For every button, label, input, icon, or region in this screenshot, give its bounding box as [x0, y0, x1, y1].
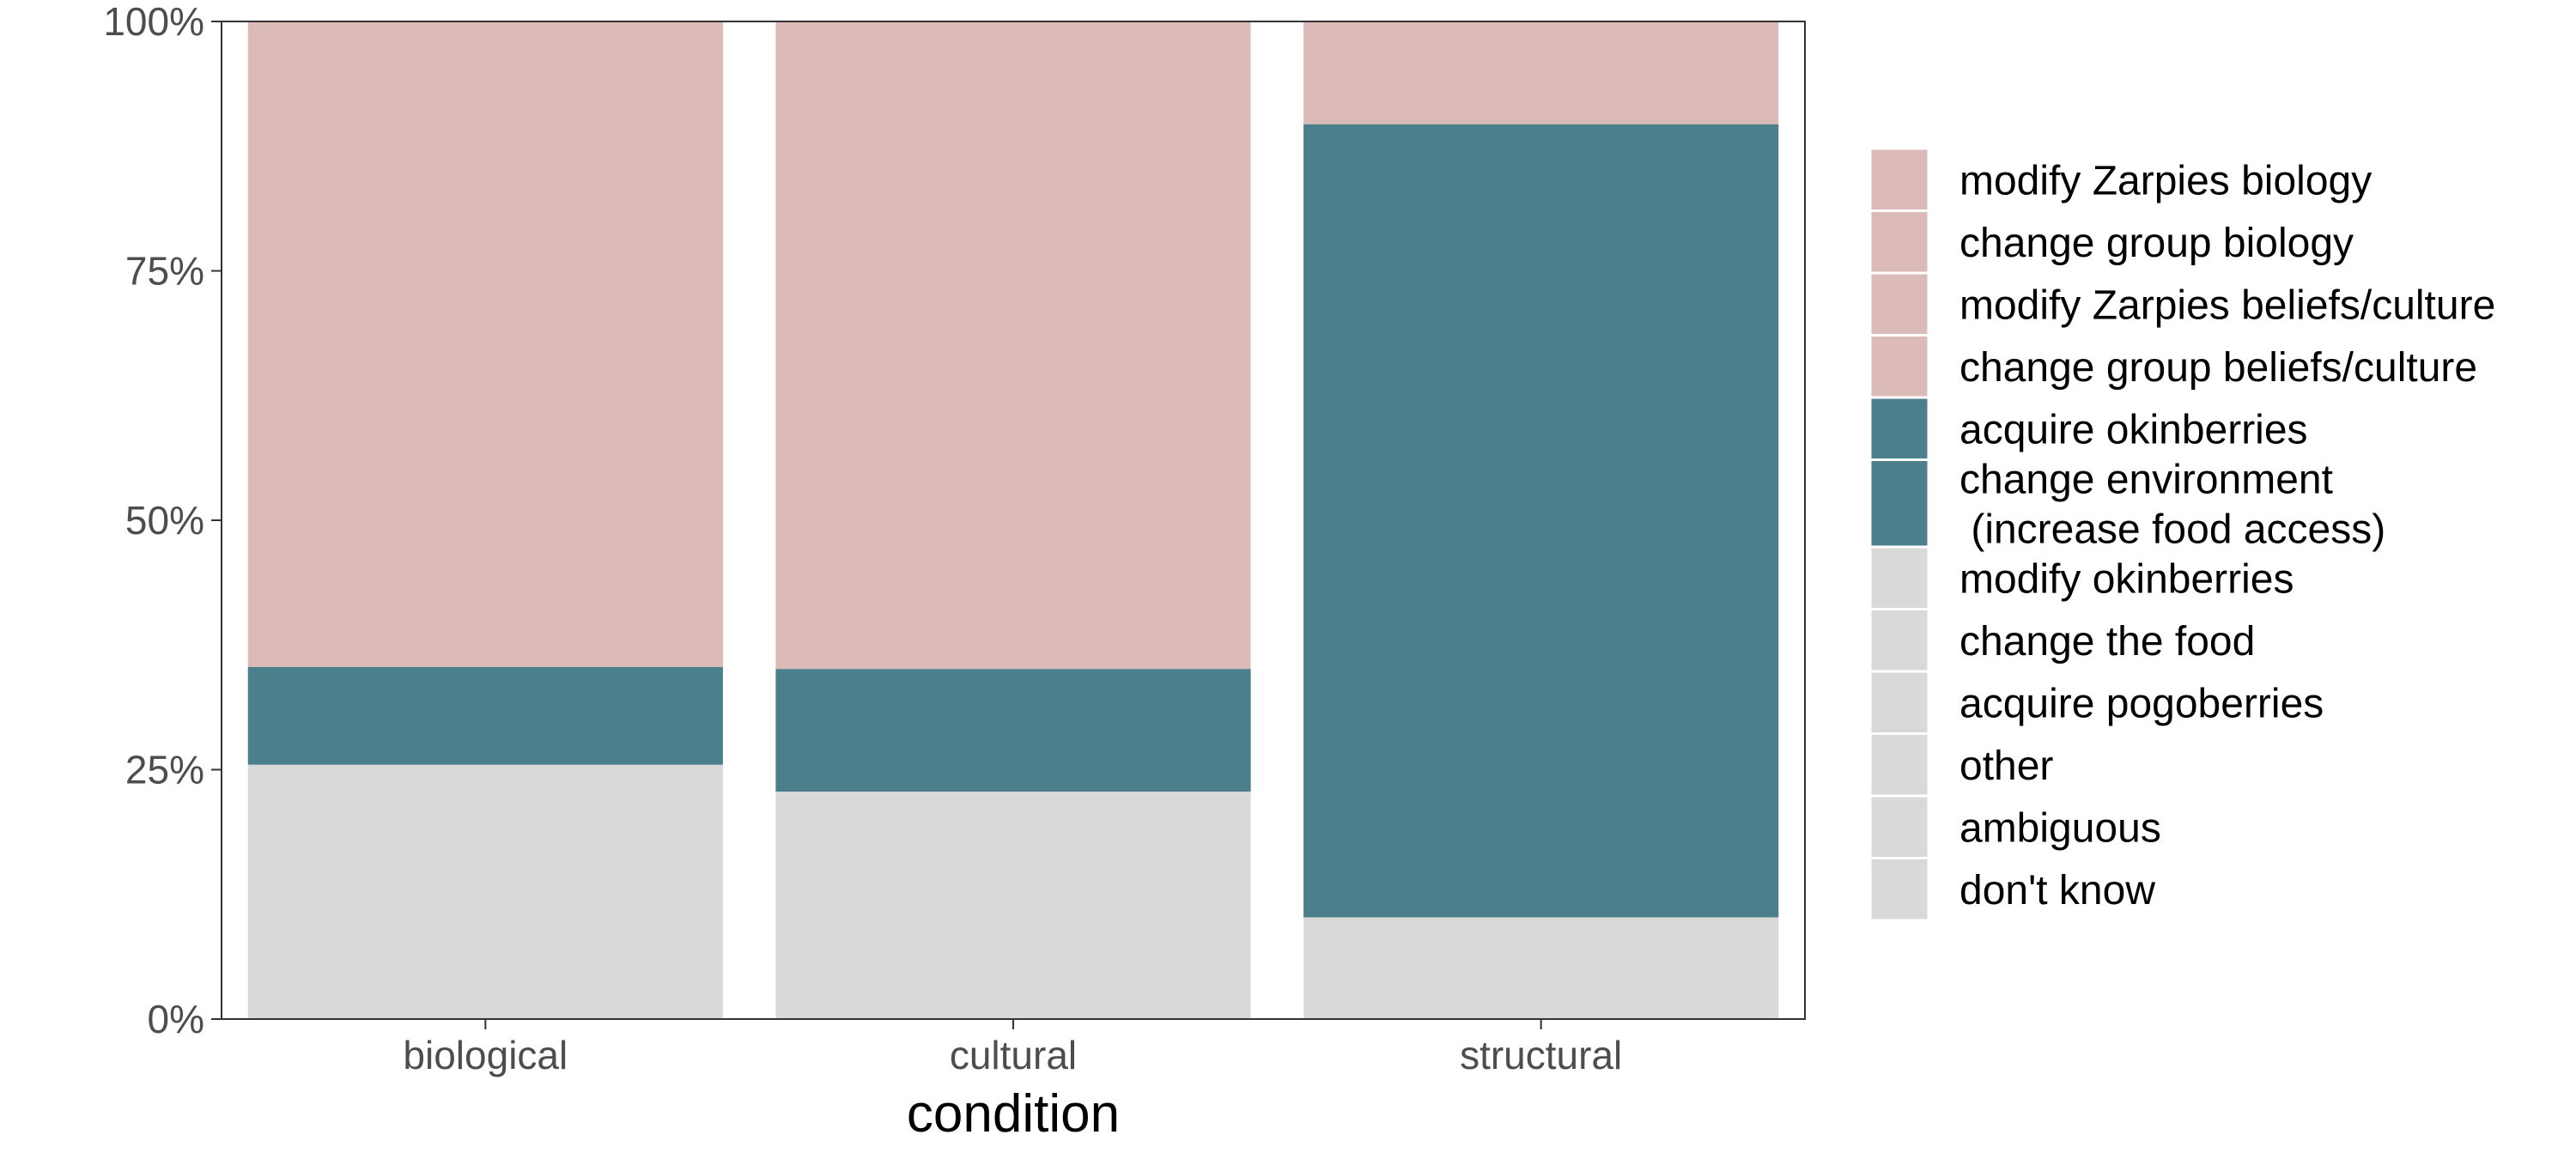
legend-label-8: acquire pogoberries [1959, 681, 2324, 726]
y-tick-label: 75% [125, 249, 204, 294]
bar-segment-structural-0 [1303, 917, 1779, 1019]
y-tick-label: 25% [125, 748, 204, 792]
bar-segment-structural-2 [1303, 21, 1779, 124]
legend-label-0: modify Zarpies biology [1959, 158, 2372, 203]
legend-key-4 [1868, 396, 1930, 461]
bars-layer [247, 21, 1779, 1019]
legend-key-5 [1868, 458, 1930, 549]
legend-key-6 [1868, 545, 1930, 610]
legend-key-7 [1868, 608, 1930, 673]
legend-key-3 [1868, 334, 1930, 399]
legend-key-2 [1868, 271, 1930, 337]
legend-key-0 [1868, 147, 1930, 212]
x-tick-label-cultural: cultural [950, 1033, 1077, 1077]
legend-key-1 [1868, 209, 1930, 275]
legend-label-3: change group beliefs/culture [1959, 345, 2477, 391]
bar-segment-biological-0 [247, 764, 723, 1019]
x-axis-title: condition [907, 1084, 1120, 1144]
legend-label-11: don't know [1959, 868, 2155, 913]
x-tick-label-biological: biological [403, 1033, 568, 1077]
bar-segment-cultural-1 [775, 669, 1251, 792]
legend-key-10 [1868, 794, 1930, 859]
legend-label-1: change group biology [1959, 221, 2354, 266]
legend-label-2: modify Zarpies beliefs/culture [1959, 282, 2495, 328]
legend-label-4: acquire okinberries [1959, 407, 2308, 452]
y-tick-label: 50% [125, 498, 204, 543]
legend-label-5: change environment (increase food access… [1959, 457, 2385, 552]
x-axis: biological cultural structural [403, 1019, 1622, 1077]
legend-label-10: ambiguous [1959, 805, 2161, 851]
legend-key-11 [1868, 857, 1930, 922]
bar-segment-cultural-0 [775, 792, 1251, 1019]
legend-label-7: change the food [1959, 619, 2255, 664]
legend-key-9 [1868, 732, 1930, 798]
y-axis: 0% 25% 50% 75% 100% [103, 0, 222, 1041]
y-tick-label: 0% [148, 997, 204, 1041]
y-tick-label: 100% [103, 0, 204, 44]
bar-segment-biological-1 [247, 666, 723, 765]
legend-label-9: other [1959, 743, 2053, 789]
x-tick-label-structural: structural [1460, 1033, 1622, 1077]
bar-segment-structural-1 [1303, 124, 1779, 918]
bar-segment-biological-2 [247, 21, 723, 667]
bar-segment-cultural-2 [775, 21, 1251, 670]
legend-key-8 [1868, 670, 1930, 735]
legend: modify Zarpies biology change group biolo… [1868, 147, 2495, 922]
legend-label-6: modify okinberries [1959, 556, 2293, 602]
